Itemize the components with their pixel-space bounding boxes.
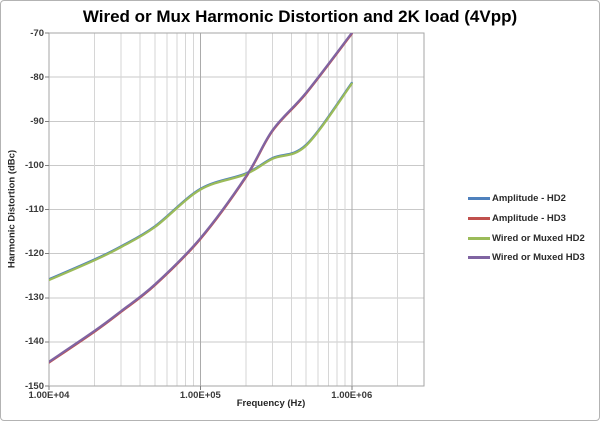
y-tick-label: -80: [30, 71, 44, 83]
y-tick-label: -70: [30, 27, 44, 39]
legend-label: Wired or Muxed HD2: [492, 232, 585, 244]
legend-item: Amplitude - HD2: [468, 189, 585, 209]
y-tick-label: -100: [24, 159, 44, 171]
legend-item: Wired or Muxed HD3: [468, 248, 585, 268]
y-tick-label: -140: [24, 336, 44, 348]
gridlines: [48, 32, 424, 387]
legend-line-swatch: [468, 197, 490, 201]
legend-line-swatch: [468, 256, 490, 260]
y-tick-label: -90: [30, 115, 44, 127]
y-tick-label: -110: [25, 204, 45, 215]
legend-line-swatch: [468, 217, 490, 221]
x-axis-title: Frequency (Hz): [236, 398, 306, 409]
legend-label: Amplitude - HD2: [492, 193, 566, 205]
legend-line-swatch: [468, 236, 490, 240]
series-lines: [49, 33, 353, 364]
x-tick-label: 1.00E+05: [179, 390, 221, 401]
y-tick-label: -150: [24, 380, 44, 392]
series-line-wired-or-muxed-hd2: [49, 82, 353, 282]
legend: Amplitude - HD2 Amplitude - HD3 Wired or M…: [468, 189, 585, 268]
y-tick-label: -120: [24, 248, 44, 260]
legend-item: Amplitude - HD3: [468, 209, 585, 229]
chart-title: Wired or Mux Harmonic Distortion and 2K …: [82, 7, 518, 26]
legend-label: Wired or Muxed HD3: [492, 252, 585, 264]
legend-label: Amplitude - HD3: [492, 213, 566, 225]
x-tick-label: 1.00E+06: [331, 390, 373, 401]
x-tick-label: 1.00E+04: [28, 390, 70, 401]
y-axis-title: Harmonic Distortion (dBc): [6, 149, 18, 269]
legend-item: Wired or Muxed HD2: [468, 228, 585, 248]
y-tick-label: -130: [24, 292, 44, 304]
axis-tick-marks: [45, 32, 353, 390]
series-line-wired-or-muxed-hd3: [49, 33, 353, 363]
